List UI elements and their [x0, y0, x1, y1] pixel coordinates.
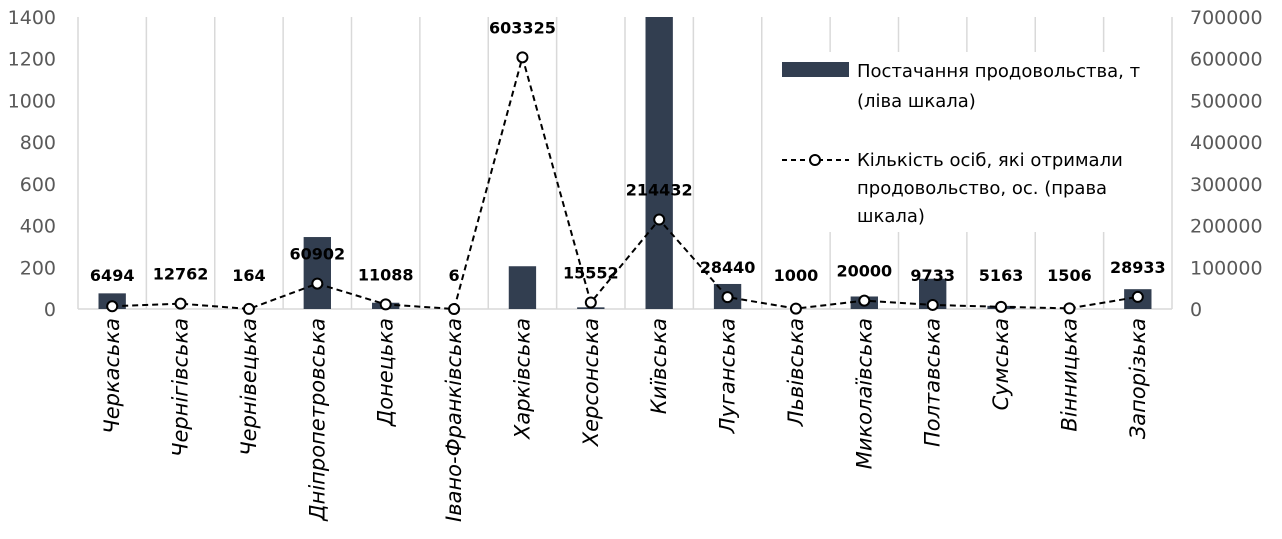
left-tick-label: 400: [20, 216, 56, 238]
data-label: 20000: [836, 262, 892, 281]
category-label: Вінницька: [1057, 318, 1081, 432]
right-axis: 0 100000 200000 300000 400000 500000 600000 700…: [1190, 7, 1263, 321]
category-label: Луганська: [716, 318, 740, 434]
category-label: Чернігівська: [169, 318, 193, 457]
line-point: [106, 300, 119, 313]
data-label: 11088: [358, 265, 414, 284]
line-point: [1131, 290, 1144, 303]
category-label: Дніпропетровська: [305, 318, 329, 522]
legend-bar-label-line1: Постачання продовольства, т: [857, 61, 1140, 82]
line-point: [1063, 302, 1076, 315]
data-label: 6: [448, 266, 459, 285]
data-label: 1000: [774, 266, 819, 285]
left-tick-label: 600: [20, 174, 56, 196]
line-path: [112, 53, 1138, 311]
line-point: [995, 300, 1008, 313]
data-label: 603325: [489, 18, 556, 37]
category-label: Сумська: [989, 318, 1013, 410]
legend-bar-label-line2: (ліва шкала): [857, 91, 976, 112]
bar: [508, 266, 537, 309]
legend-line-label-line3: шкала): [857, 206, 925, 227]
category-label: Львівська: [784, 318, 808, 427]
right-tick-label: 100000: [1190, 257, 1263, 279]
data-label: 214432: [626, 181, 693, 200]
data-label: 28933: [1110, 258, 1166, 277]
line-series: [106, 51, 1144, 315]
line-point: [379, 298, 392, 311]
category-label: Полтавська: [921, 318, 945, 447]
line-point: [653, 213, 666, 226]
category-label: Івано-Франківська: [442, 318, 466, 522]
line-point: [242, 302, 255, 315]
category-label: Запорізька: [1126, 318, 1150, 439]
right-tick-label: 400000: [1190, 132, 1263, 154]
category-label: Донецька: [374, 318, 398, 427]
line-point: [584, 296, 597, 309]
right-tick-label: 700000: [1190, 7, 1263, 29]
data-label: 15552: [563, 264, 619, 283]
category-label: Харківська: [510, 318, 534, 440]
right-tick-label: 0: [1190, 299, 1202, 321]
line-point: [311, 277, 324, 290]
right-tick-label: 600000: [1190, 49, 1263, 71]
data-label: 60902: [289, 245, 345, 264]
category-label: Херсонська: [579, 318, 603, 447]
line-point: [926, 298, 939, 311]
legend-bar-swatch: [782, 62, 849, 77]
line-point: [721, 291, 734, 304]
legend-line-label-line1: Кількість осіб, які отримали: [857, 150, 1123, 171]
data-label: 12762: [153, 265, 209, 284]
category-label: Черкаська: [100, 318, 124, 434]
data-label: 28440: [700, 258, 756, 277]
bar: [303, 237, 331, 309]
line-point: [516, 51, 529, 64]
right-tick-label: 500000: [1190, 90, 1263, 112]
right-tick-label: 300000: [1190, 174, 1263, 196]
line-point: [858, 294, 871, 307]
left-tick-label: 0: [44, 299, 56, 321]
data-labels: 6494 12762 164 60902 11088 6 603325 15552 214432…: [90, 18, 1166, 285]
category-label: Київська: [647, 318, 671, 414]
data-label: 6494: [90, 266, 135, 285]
bar: [645, 17, 673, 309]
left-axis: 0 200 400 600 800 1000 1200 1400: [8, 7, 56, 321]
left-tick-label: 1400: [8, 7, 56, 29]
legend-line-marker: [809, 154, 821, 166]
line-point: [174, 297, 187, 310]
legend-line-label-line2: продовольство, ос. (права: [857, 178, 1107, 199]
left-tick-label: 1000: [8, 90, 56, 112]
line-point: [448, 302, 461, 315]
right-tick-label: 200000: [1190, 216, 1263, 238]
category-label: Чернівецька: [237, 318, 261, 456]
data-label: 5163: [979, 266, 1024, 285]
left-tick-label: 800: [20, 132, 56, 154]
category-axis: Черкаська Чернігівська Чернівецька Дніпропе…: [100, 318, 1150, 522]
left-tick-label: 1200: [8, 49, 56, 71]
left-tick-label: 200: [20, 257, 56, 279]
legend-background: [770, 52, 1160, 232]
data-label: 9733: [910, 266, 955, 285]
line-point: [789, 302, 802, 315]
legend: Постачання продовольства, т (ліва шкала)…: [770, 52, 1160, 232]
data-label: 164: [232, 266, 265, 285]
category-label: Миколаївська: [852, 318, 876, 469]
data-label: 1506: [1047, 266, 1092, 285]
